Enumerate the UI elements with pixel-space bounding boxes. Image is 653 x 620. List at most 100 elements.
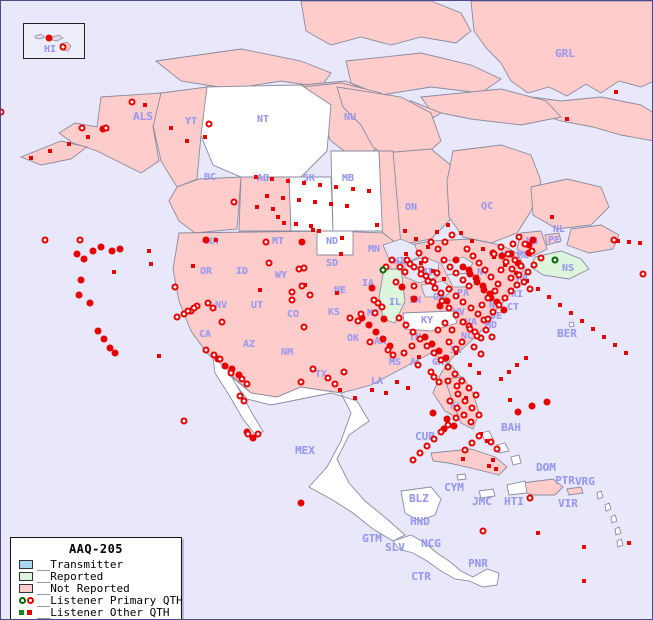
marker-listener-primary-qth[interactable] <box>448 326 456 334</box>
marker-listener-other-qth[interactable] <box>112 270 116 274</box>
marker-listener-primary-qth[interactable] <box>295 265 303 273</box>
marker-listener-other-qth[interactable] <box>302 181 306 185</box>
marker-listener-other-qth[interactable] <box>565 117 569 121</box>
marker-listener-other-qth[interactable] <box>491 458 495 462</box>
marker-listener-other-qth[interactable] <box>582 545 586 549</box>
marker-listener-primary-qth[interactable] <box>297 378 305 386</box>
marker-listener-other-qth[interactable] <box>254 175 258 179</box>
marker-listener-primary-qth[interactable] <box>521 240 529 248</box>
marker-listener-primary-qth[interactable] <box>446 397 454 405</box>
marker-listener-other-qth[interactable] <box>351 187 355 191</box>
marker-listener-primary-qth[interactable] <box>515 233 523 241</box>
marker-listener-other-qth[interactable] <box>317 229 321 233</box>
marker-listener-primary-qth[interactable] <box>371 309 379 317</box>
marker-listener-other-qth[interactable] <box>191 264 195 268</box>
marker-listener-other-qth[interactable] <box>627 240 631 244</box>
marker-listener-cluster[interactable] <box>116 245 124 253</box>
marker-listener-primary-qth[interactable] <box>452 311 460 319</box>
marker-listener-cluster[interactable] <box>473 278 481 286</box>
marker-listener-other-qth[interactable] <box>515 363 519 367</box>
marker-listener-primary-qth[interactable] <box>459 318 467 326</box>
marker-listener-primary-qth[interactable] <box>416 335 424 343</box>
marker-listener-other-qth[interactable] <box>417 355 421 359</box>
marker-listener-primary-qth[interactable] <box>78 124 86 132</box>
marker-listener-primary-qth[interactable] <box>309 365 317 373</box>
marker-listener-primary-qth[interactable] <box>423 342 431 350</box>
marker-listener-other-qth[interactable] <box>616 239 620 243</box>
marker-listener-primary-qth[interactable] <box>475 259 483 267</box>
marker-listener-other-qth[interactable] <box>143 103 147 107</box>
marker-listener-primary-qth[interactable] <box>41 236 49 244</box>
marker-listener-other-qth[interactable] <box>406 386 410 390</box>
marker-listener-primary-qth[interactable] <box>403 256 411 264</box>
marker-listener-other-qth[interactable] <box>258 288 262 292</box>
marker-listener-cluster[interactable] <box>398 283 406 291</box>
marker-listener-primary-qth[interactable] <box>204 299 212 307</box>
marker-listener-primary-qth[interactable] <box>484 294 492 302</box>
marker-listener-primary-qth[interactable] <box>416 449 424 457</box>
marker-listener-primary-qth[interactable] <box>423 442 431 450</box>
marker-listener-primary-qth[interactable] <box>524 268 532 276</box>
marker-listener-other-qth[interactable] <box>384 391 388 395</box>
marker-listener-other-qth[interactable] <box>507 370 511 374</box>
marker-listener-cluster[interactable] <box>528 402 536 410</box>
marker-listener-primary-qth[interactable] <box>490 250 498 258</box>
marker-listener-other-qth[interactable] <box>185 139 189 143</box>
marker-listener-primary-qth[interactable] <box>461 397 469 405</box>
marker-listener-primary-qth[interactable] <box>467 418 475 426</box>
marker-listener-other-qth[interactable] <box>370 388 374 392</box>
marker-listener-primary-qth[interactable] <box>465 282 473 290</box>
marker-listener-cluster[interactable] <box>73 250 81 258</box>
marker-listener-cluster[interactable] <box>75 291 83 299</box>
marker-listener-primary-qth[interactable] <box>520 278 528 286</box>
marker-listener-primary-qth[interactable] <box>430 349 438 357</box>
marker-listener-primary-qth[interactable] <box>502 258 510 266</box>
marker-listener-cluster[interactable] <box>443 415 451 423</box>
marker-listener-other-qth[interactable] <box>602 335 606 339</box>
marker-listener-other-qth[interactable] <box>477 371 481 375</box>
marker-listener-primary-qth[interactable] <box>395 314 403 322</box>
marker-listener-primary-qth[interactable] <box>210 351 218 359</box>
marker-listener-primary-qth[interactable] <box>205 120 213 128</box>
marker-listener-other-qth[interactable] <box>508 398 512 402</box>
marker-listener-other-qth[interactable] <box>454 351 458 355</box>
marker-listener-other-qth[interactable] <box>419 261 423 265</box>
marker-listener-other-qth[interactable] <box>627 541 631 545</box>
marker-listener-primary-qth[interactable] <box>434 326 442 334</box>
marker-listener-primary-qth[interactable] <box>610 236 618 244</box>
marker-listener-primary-qth[interactable] <box>396 263 404 271</box>
marker-listener-cluster[interactable] <box>380 315 388 323</box>
marker-listener-primary-qth[interactable] <box>173 313 181 321</box>
marker-listener-cluster[interactable] <box>89 247 97 255</box>
marker-listener-primary-qth[interactable] <box>409 328 417 336</box>
marker-listener-primary-qth[interactable] <box>388 256 396 264</box>
marker-listener-primary-qth[interactable] <box>430 373 438 381</box>
marker-listener-cluster[interactable] <box>368 284 376 292</box>
marker-listener-other-qth[interactable] <box>582 579 586 583</box>
marker-listener-other-qth[interactable] <box>281 196 285 200</box>
marker-listener-primary-qth[interactable] <box>402 321 410 329</box>
marker-listener-primary-qth[interactable] <box>482 326 490 334</box>
marker-listener-other-qth[interactable] <box>67 142 71 146</box>
marker-listener-primary-qth[interactable] <box>227 369 235 377</box>
marker-listener-cluster[interactable] <box>525 241 533 249</box>
marker-listener-primary-qth[interactable] <box>409 456 417 464</box>
marker-listener-other-qth[interactable] <box>426 245 430 249</box>
marker-listener-cluster[interactable] <box>428 340 436 348</box>
marker-listener-primary-qth[interactable] <box>475 432 483 440</box>
marker-listener-primary-qth[interactable] <box>445 304 453 312</box>
marker-listener-primary-qth[interactable] <box>537 254 545 262</box>
marker-listener-primary-qth[interactable] <box>262 238 270 246</box>
marker-listener-other-qth[interactable] <box>638 241 642 245</box>
marker-listener-primary-qth[interactable] <box>474 310 482 318</box>
marker-listener-other-qth[interactable] <box>435 230 439 234</box>
marker-listener-primary-qth[interactable] <box>415 249 423 257</box>
marker-listener-primary-qth[interactable] <box>507 274 515 282</box>
marker-listener-cluster[interactable] <box>111 349 119 357</box>
marker-listener-other-qth[interactable] <box>442 277 446 281</box>
marker-listener-primary-qth[interactable] <box>639 270 647 278</box>
marker-listener-cluster[interactable] <box>472 274 480 282</box>
marker-listener-primary-qth[interactable] <box>340 368 348 376</box>
marker-listener-primary-qth[interactable] <box>513 281 521 289</box>
